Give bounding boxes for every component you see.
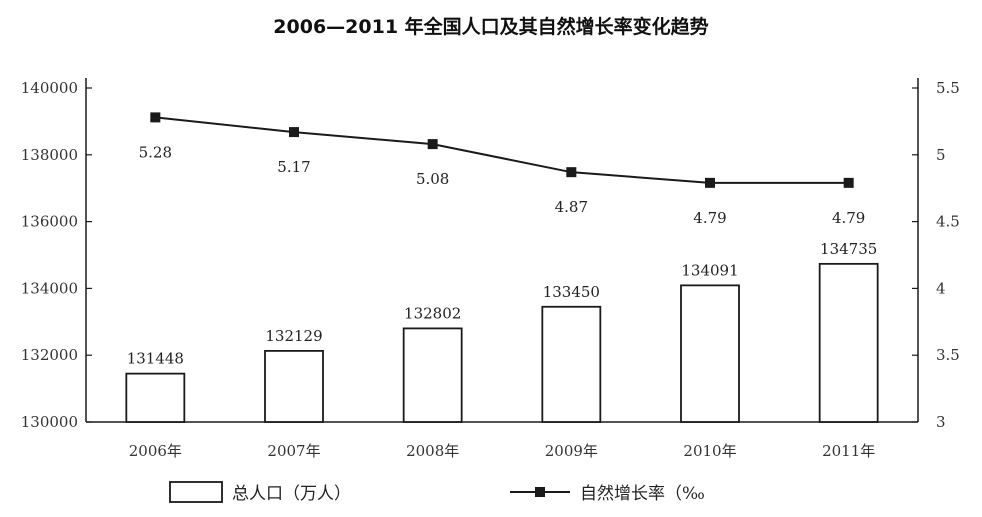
line-marker xyxy=(289,127,299,138)
left-tick-label: 140000 xyxy=(21,79,78,97)
x-tick-label: 2008年 xyxy=(406,442,459,460)
chart-title: 2006—2011 年全国人口及其自然增长率变化趋势 xyxy=(273,16,709,38)
legend-bar-swatch xyxy=(169,481,223,503)
line-marker xyxy=(566,167,577,178)
legend-line-marker xyxy=(535,487,545,497)
x-tick-label: 2010年 xyxy=(683,442,736,460)
left-tick-label: 132000 xyxy=(21,346,78,364)
bar xyxy=(402,327,463,423)
line-marker xyxy=(150,112,161,123)
line-marker xyxy=(705,177,715,188)
bar xyxy=(264,349,324,423)
bar xyxy=(680,284,740,423)
bar-value-label: 132802 xyxy=(404,304,461,322)
bar xyxy=(818,262,879,423)
bar-value-label: 132129 xyxy=(265,327,322,345)
line-value-label: 4.79 xyxy=(693,209,726,227)
axes: 130000 132000 134000 136000 138000 140000 3 3.5… xyxy=(21,78,960,431)
x-ticks: 2006年 2007年 2008年 2009年 2010年 2011年 xyxy=(129,442,876,460)
bar xyxy=(125,372,186,423)
bar-value-label: 134735 xyxy=(820,240,877,258)
bar-value-label: 131448 xyxy=(127,350,184,368)
x-tick-label: 2011年 xyxy=(822,442,875,460)
line-value-label: 4.87 xyxy=(555,198,588,216)
line-marker xyxy=(427,139,438,150)
legend-line-label: 自然增长率（‰ xyxy=(580,484,705,504)
right-tick-label: 4 xyxy=(936,279,946,297)
bar-labels: 131448 132129 132802 133450 134091 134735 xyxy=(127,240,878,368)
right-tick-label: 5.5 xyxy=(936,79,960,97)
line-value-label: 5.17 xyxy=(277,158,310,176)
line-path xyxy=(155,116,849,184)
bar-value-label: 134091 xyxy=(681,261,738,279)
left-tick-label: 134000 xyxy=(21,279,78,297)
left-tick-label: 130000 xyxy=(21,413,78,431)
bar-value-label: 133450 xyxy=(543,283,600,301)
line-marker xyxy=(843,177,854,188)
line-value-label: 4.79 xyxy=(832,209,865,227)
legend-bar-label: 总人口（万人） xyxy=(232,484,351,504)
line-series xyxy=(150,112,854,188)
x-tick-label: 2007年 xyxy=(267,442,320,460)
bar xyxy=(541,305,602,423)
right-tick-label: 5 xyxy=(936,146,946,164)
right-tick-label: 4.5 xyxy=(936,213,960,231)
left-tick-label: 136000 xyxy=(21,213,78,231)
left-tick-label: 138000 xyxy=(21,146,78,164)
x-tick-label: 2006年 xyxy=(129,442,182,460)
line-value-label: 5.28 xyxy=(139,143,172,161)
right-tick-label: 3.5 xyxy=(936,346,960,364)
right-tick-label: 3 xyxy=(936,413,946,431)
line-value-label: 5.08 xyxy=(416,170,449,188)
x-tick-label: 2009年 xyxy=(545,442,598,460)
line-labels: 5.28 5.17 5.08 4.87 4.79 4.79 xyxy=(139,143,866,226)
bars xyxy=(125,262,879,423)
legend: 总人口（万人） 自然增长率（‰ xyxy=(169,481,705,504)
